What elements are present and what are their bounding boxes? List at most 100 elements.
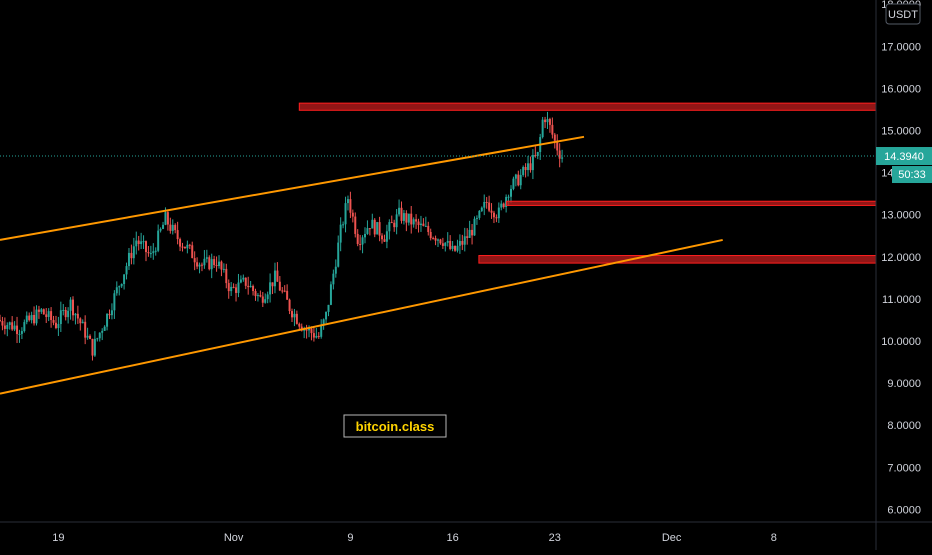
- candle-body: [123, 274, 126, 284]
- candle-body: [412, 219, 415, 225]
- price-axis[interactable]: 6.0000 7.0000 8.0000 9.0000 10.0000 11.0000 12…: [875, 0, 921, 550]
- candle-body: [179, 239, 182, 247]
- candle-body: [205, 257, 208, 259]
- candle-body: [295, 313, 298, 324]
- candle-body: [293, 313, 296, 318]
- candle-body: [193, 258, 196, 263]
- candle-body: [427, 225, 430, 232]
- candle-body: [451, 245, 454, 249]
- currency-badge-box: [885, 3, 921, 25]
- candle-body: [137, 240, 140, 245]
- candle-body: [40, 309, 43, 312]
- candle-body: [81, 321, 84, 324]
- candle-body: [449, 240, 452, 249]
- candle-body: [434, 238, 437, 241]
- candle-body: [157, 230, 160, 251]
- candle-body: [346, 199, 349, 204]
- candle-body: [415, 219, 418, 222]
- price-tick-label: 9.0000: [887, 378, 921, 390]
- candle-body: [45, 314, 48, 318]
- candle-body: [254, 291, 257, 297]
- candle-body: [16, 325, 19, 335]
- candle-body: [444, 242, 447, 246]
- candle-body: [174, 224, 177, 231]
- candle-body: [200, 264, 203, 266]
- candle-body: [536, 152, 539, 156]
- time-axis[interactable]: 19 Nov 9 16 23 Dec 8: [0, 521, 932, 544]
- time-tick-label: 9: [347, 532, 353, 544]
- price-tick-label: 7.0000: [887, 462, 921, 474]
- candle-body: [344, 203, 347, 225]
- candle-body: [366, 228, 369, 234]
- candle-body: [176, 230, 179, 240]
- current-price-badge-box: [876, 147, 932, 166]
- candle-body: [446, 240, 449, 243]
- price-tick-label: 10.0000: [881, 336, 921, 348]
- candle-body: [125, 266, 128, 275]
- candle-body: [1, 321, 4, 326]
- candle-body: [395, 214, 398, 228]
- candle-body: [225, 268, 228, 284]
- price-tick-label: 13.0000: [881, 210, 921, 222]
- candle-body: [463, 236, 466, 245]
- candle-body: [198, 264, 201, 267]
- candle-body: [135, 240, 138, 247]
- candle-body: [166, 212, 169, 225]
- watermark-text: bitcoin.class: [356, 419, 435, 434]
- price-tick-label: 8.0000: [887, 420, 921, 432]
- candle-body: [517, 174, 520, 186]
- candle-body: [512, 178, 515, 189]
- candle-body: [191, 245, 194, 259]
- candle-body: [101, 330, 104, 333]
- candle-body: [471, 229, 474, 236]
- candle-body: [273, 270, 276, 287]
- candle-body: [417, 221, 420, 226]
- candle-body: [152, 251, 155, 254]
- candle-body: [37, 309, 40, 312]
- candle-body: [337, 242, 340, 267]
- candle-body: [327, 304, 330, 312]
- candle-body: [93, 338, 96, 356]
- candle-body: [480, 207, 483, 211]
- price-tick-label: 17.0000: [881, 41, 921, 53]
- candle-body: [252, 285, 255, 292]
- candle-body: [329, 284, 332, 305]
- candle-body: [492, 212, 495, 218]
- candle-body: [159, 228, 162, 231]
- candle-body: [454, 245, 457, 251]
- candle-body: [154, 250, 157, 252]
- candle-body: [371, 219, 374, 229]
- candlestick-series: [0, 111, 564, 361]
- candle-body: [320, 325, 323, 337]
- candle-body: [20, 331, 23, 334]
- candle-body: [108, 313, 111, 316]
- candle-body: [349, 199, 352, 213]
- currency-badge[interactable]: USDT: [885, 3, 921, 25]
- candle-body: [407, 213, 410, 223]
- time-tick-label: Dec: [662, 532, 682, 544]
- candle-body: [278, 281, 281, 291]
- candle-body: [288, 299, 291, 312]
- channel-line-lower: [0, 238, 723, 395]
- candle-body: [145, 241, 147, 253]
- countdown-label: 50:33: [898, 169, 926, 181]
- candle-body: [222, 268, 225, 270]
- candle-body: [364, 233, 366, 238]
- candle-body: [210, 259, 213, 270]
- candle-body: [488, 202, 491, 211]
- candle-body: [553, 134, 556, 141]
- candle-body: [72, 299, 74, 316]
- candle-body: [69, 299, 72, 311]
- candle-body: [239, 279, 242, 283]
- watermark: bitcoin.class: [343, 414, 447, 438]
- candle-body: [188, 244, 191, 246]
- candle-body: [140, 241, 143, 245]
- candle-body: [305, 329, 308, 331]
- candle-body: [490, 210, 493, 213]
- candle-body: [169, 224, 172, 231]
- price-tick-label: 16.0000: [881, 83, 921, 95]
- candle-body: [325, 311, 328, 320]
- candle-body: [91, 338, 94, 356]
